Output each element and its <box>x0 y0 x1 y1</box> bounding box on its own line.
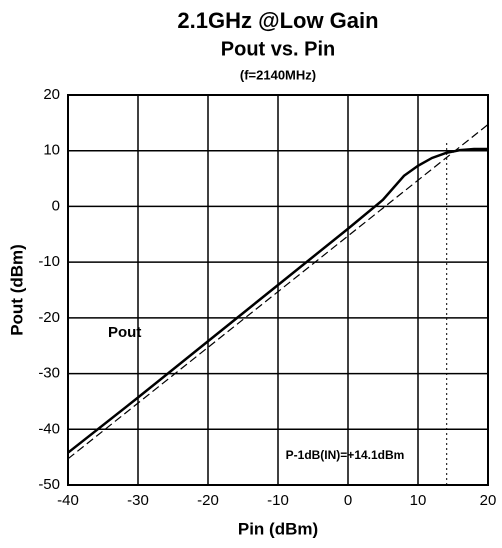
series-line <box>67 147 488 454</box>
chart-note: (f=2140MHz) <box>240 67 316 82</box>
x-tick-label: 0 <box>344 492 352 509</box>
chart-subtitle: Pout vs. Pin <box>221 38 335 60</box>
x-tick-label: -30 <box>127 492 149 509</box>
x-axis-label: Pin (dBm) <box>238 519 318 538</box>
x-tick-label: 10 <box>410 492 427 509</box>
y-tick-label: -50 <box>38 476 60 493</box>
annotation: P-1dB(IN)=+14.1dBm <box>286 448 405 462</box>
x-tick-label: -40 <box>57 492 79 509</box>
series-label: Pout <box>108 324 141 341</box>
x-tick-label: -10 <box>267 492 289 509</box>
x-tick-label: 20 <box>480 492 497 509</box>
chart-title: 2.1GHz @Low Gain <box>177 8 378 33</box>
y-tick-label: 0 <box>52 197 60 214</box>
x-tick-label: -20 <box>197 492 219 509</box>
plot-frame <box>67 94 489 486</box>
y-tick-label: -20 <box>38 309 60 326</box>
y-tick-label: -10 <box>38 253 60 270</box>
y-tick-label: -30 <box>38 365 60 382</box>
series-line <box>67 124 489 460</box>
y-tick-label: 10 <box>43 142 60 159</box>
y-axis-label: Pout (dBm) <box>7 244 26 336</box>
y-tick-label: 20 <box>43 86 60 103</box>
y-tick-label: -40 <box>38 420 60 437</box>
